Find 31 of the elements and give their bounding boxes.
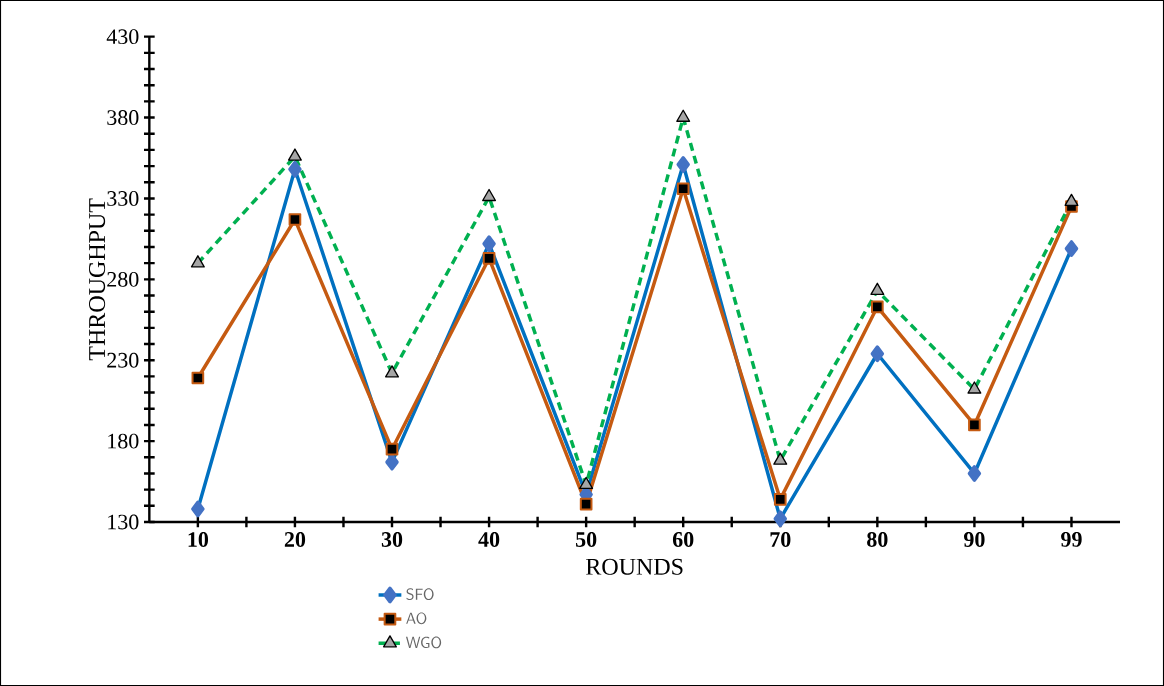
legend-label: WGO [405,636,442,649]
point [191,371,205,385]
point [482,251,496,265]
point [676,182,690,196]
x-axis-title: ROUNDS [586,558,683,575]
y-tick-label: 180 [108,433,139,449]
y-tick-label: 230 [107,352,139,368]
y-tick-label: 380 [107,110,139,125]
y-tick-label: 430 [106,29,139,45]
x-tick-label: 30 [381,532,403,547]
x-tick-label: 20 [284,532,306,547]
x-tick-label: 50 [576,532,597,547]
point [871,300,884,314]
point [968,418,981,432]
point [385,442,399,456]
point [579,497,593,511]
x-tick-label: 99 [1061,532,1082,547]
y-tick-label: 130 [108,514,139,530]
x-tick-label: 80 [867,532,888,547]
point [288,213,302,226]
x-tick-label: 90 [964,532,985,547]
x-tick-label: 70 [770,532,791,547]
y-axis-title: THROUGHPUT [89,198,106,361]
x-tick-label: 10 [188,532,209,547]
legend-label: SFO [406,588,434,601]
legend-label: AO [406,612,427,625]
y-tick-label: 330 [107,191,139,206]
y-tick-label: 280 [107,271,139,287]
x-tick-label: 60 [672,532,694,547]
x-tick-label: 40 [478,532,500,547]
point [773,493,787,506]
